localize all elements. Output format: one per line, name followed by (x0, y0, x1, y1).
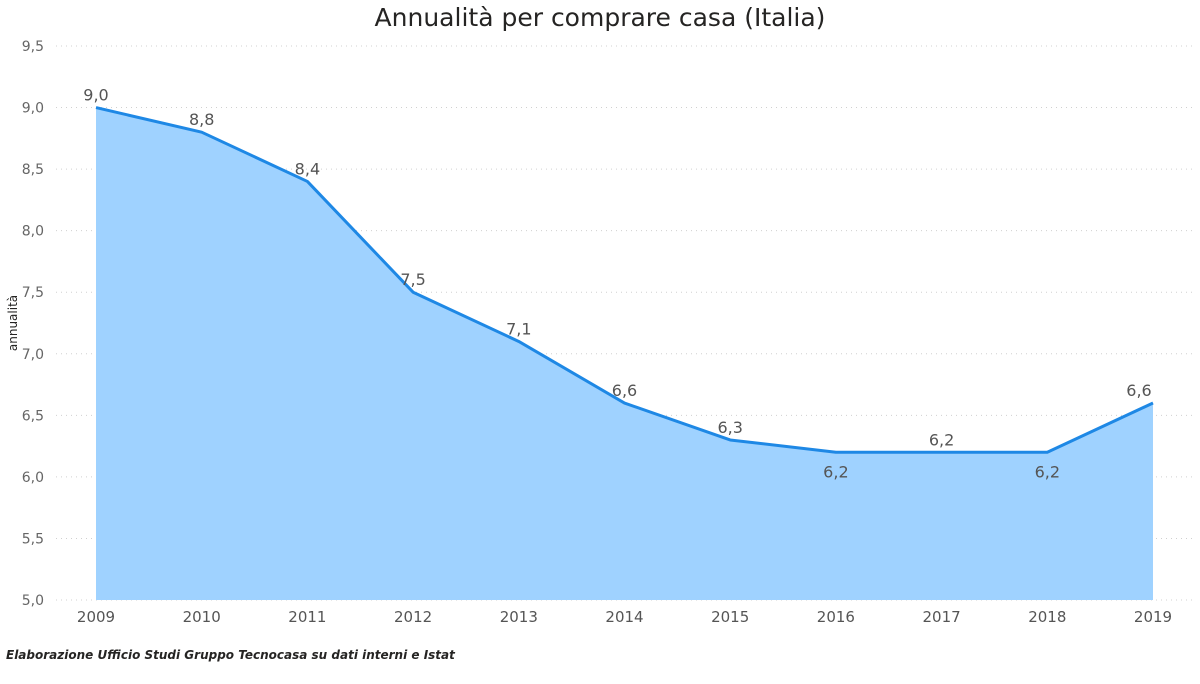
x-tick-label: 2016 (817, 608, 855, 626)
data-label: 6,2 (929, 430, 954, 449)
y-tick-label: 6,0 (22, 470, 44, 486)
y-tick-label: 6,5 (22, 408, 44, 424)
x-tick-label: 2012 (394, 608, 432, 626)
y-tick-label: 5,5 (22, 531, 44, 547)
x-tick-label: 2009 (77, 608, 115, 626)
y-tick-label: 5,0 (22, 593, 44, 609)
x-tick-label: 2019 (1134, 608, 1172, 626)
x-tick-label: 2014 (605, 608, 643, 626)
x-tick-label: 2018 (1028, 608, 1066, 626)
y-tick-label: 8,5 (22, 162, 44, 178)
x-tick-label: 2017 (923, 608, 961, 626)
data-label: 8,8 (189, 110, 214, 129)
data-label: 6,6 (1126, 381, 1151, 400)
chart-title: Annualità per comprare casa (Italia) (375, 3, 826, 32)
x-tick-label: 2013 (500, 608, 538, 626)
series-line (95, 106, 1154, 454)
data-label: 7,5 (400, 270, 425, 289)
x-tick-label: 2011 (288, 608, 326, 626)
data-label: 6,2 (823, 462, 848, 481)
source-note: Elaborazione Ufficio Studi Gruppo Tecnoc… (6, 648, 456, 662)
y-tick-label: 7,0 (22, 347, 44, 363)
area-fill (96, 107, 1153, 601)
data-label: 9,0 (83, 86, 108, 105)
data-label: 6,6 (612, 381, 637, 400)
data-label: 6,2 (1035, 462, 1060, 481)
y-axis-label: annualità (6, 295, 20, 351)
y-tick-label: 8,0 (22, 224, 44, 240)
data-label: 8,4 (295, 159, 320, 178)
data-label: 7,1 (506, 319, 531, 338)
data-label: 6,3 (717, 418, 742, 437)
x-tick-label: 2015 (711, 608, 749, 626)
y-tick-label: 7,5 (22, 285, 44, 301)
y-tick-label: 9,5 (22, 39, 44, 55)
y-tick-label: 9,0 (22, 101, 44, 117)
x-tick-label: 2010 (183, 608, 221, 626)
